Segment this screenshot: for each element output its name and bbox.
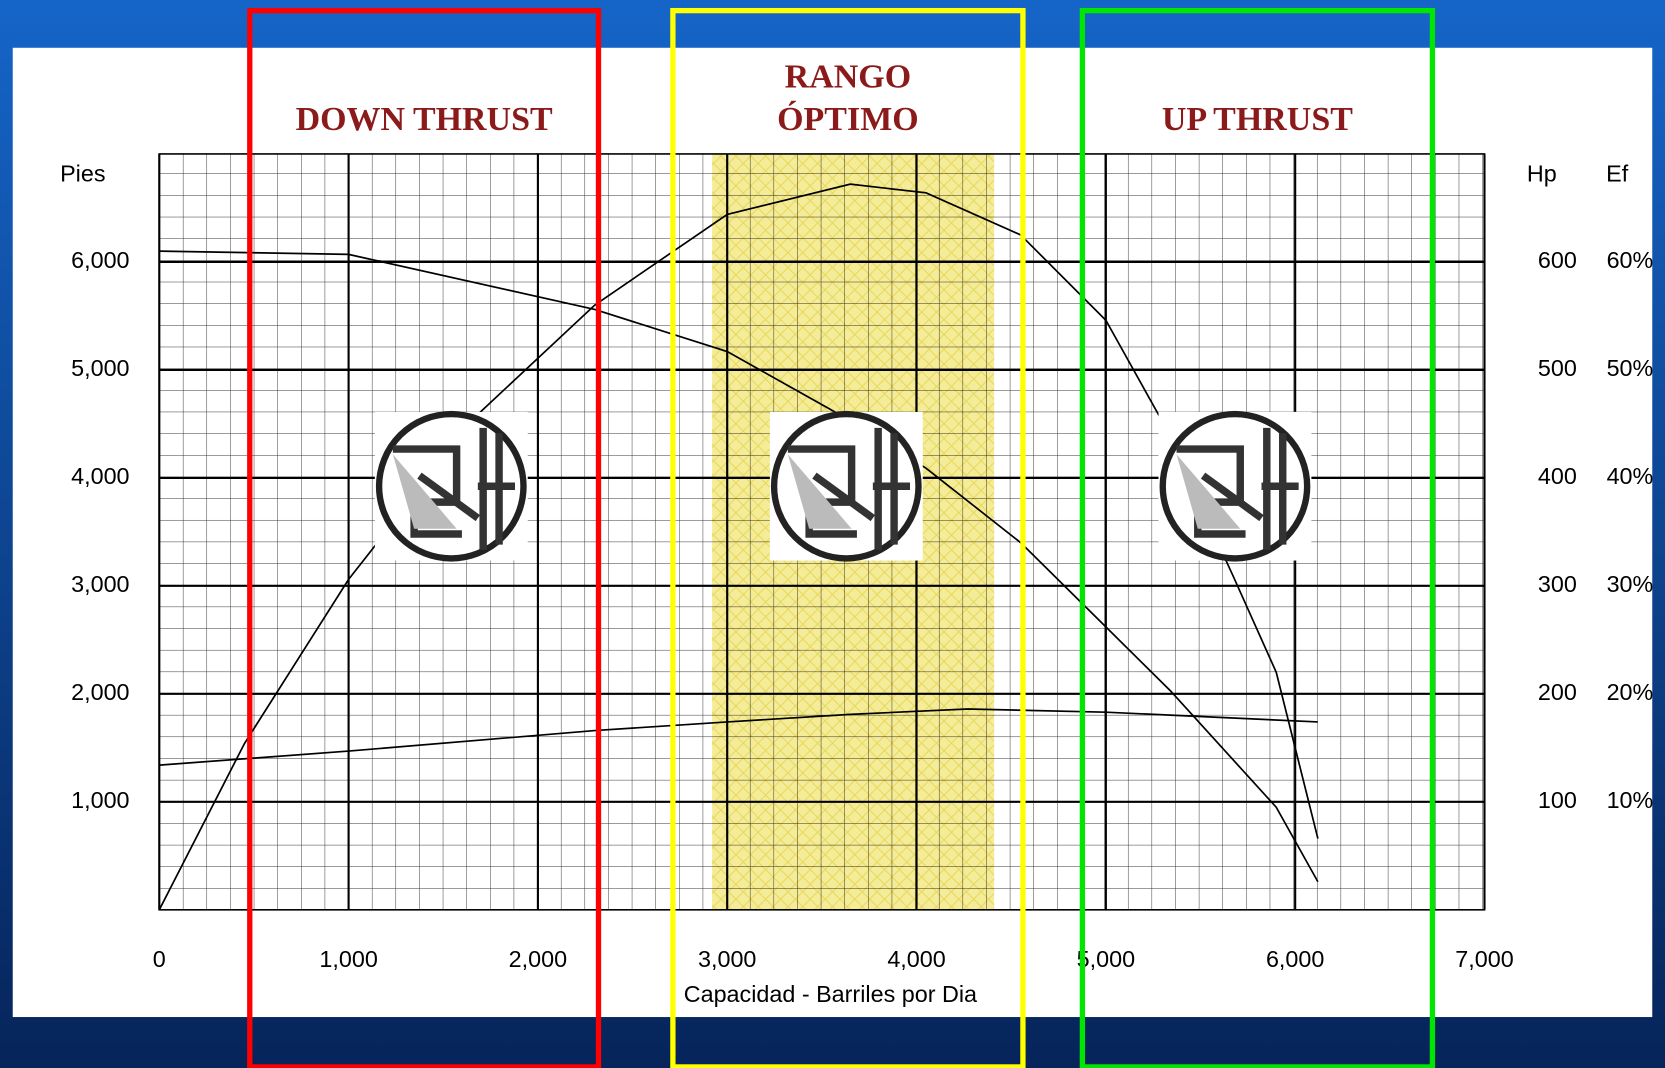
x-tick-label: 6,000 (1266, 946, 1324, 972)
y3-tick-label: 40% (1607, 463, 1654, 489)
y2-axis-title: Hp (1527, 160, 1557, 186)
x-tick-label: 1,000 (319, 946, 377, 972)
y3-tick-label: 60% (1607, 247, 1654, 273)
region-label: RANGO (785, 58, 911, 95)
y2-tick-label: 400 (1538, 463, 1577, 489)
x-tick-label: 3,000 (698, 946, 756, 972)
curve (159, 250, 1319, 883)
x-tick-label: 7,000 (1455, 946, 1513, 972)
y2-tick-label: 200 (1538, 679, 1577, 705)
logo (374, 410, 528, 562)
x-tick-label: 4,000 (887, 946, 945, 972)
region-label: DOWN THRUST (296, 101, 553, 138)
y2-tick-label: 600 (1538, 247, 1577, 273)
y3-tick-label: 20% (1607, 679, 1654, 705)
y3-tick-label: 50% (1607, 355, 1654, 381)
y2-tick-label: 300 (1538, 571, 1577, 597)
x-axis-title: Capacidad - Barriles por Dia (684, 981, 977, 1007)
region-box (247, 7, 602, 1068)
y-tick-label: 2,000 (71, 679, 129, 705)
y-tick-label: 3,000 (71, 571, 129, 597)
x-tick-label: 5,000 (1077, 946, 1135, 972)
region-box (670, 7, 1026, 1068)
y2-tick-label: 100 (1538, 787, 1577, 813)
region-label: ÓPTIMO (777, 100, 919, 138)
x-tick-label: 0 (153, 946, 166, 972)
region-box (1079, 7, 1436, 1068)
y-axis-title: Pies (60, 160, 105, 186)
y-tick-label: 6,000 (71, 247, 129, 273)
y3-tick-label: 10% (1607, 787, 1654, 813)
y3-axis-title: Ef (1606, 160, 1629, 186)
region-label: UP THRUST (1162, 101, 1353, 138)
y-tick-label: 4,000 (71, 463, 129, 489)
y2-tick-label: 500 (1538, 355, 1577, 381)
logo (769, 410, 923, 562)
y3-tick-label: 30% (1607, 571, 1654, 597)
logo (1158, 410, 1312, 562)
x-tick-label: 2,000 (509, 946, 567, 972)
y-tick-label: 5,000 (71, 355, 129, 381)
logos (374, 410, 1312, 562)
y-tick-label: 1,000 (71, 787, 129, 813)
